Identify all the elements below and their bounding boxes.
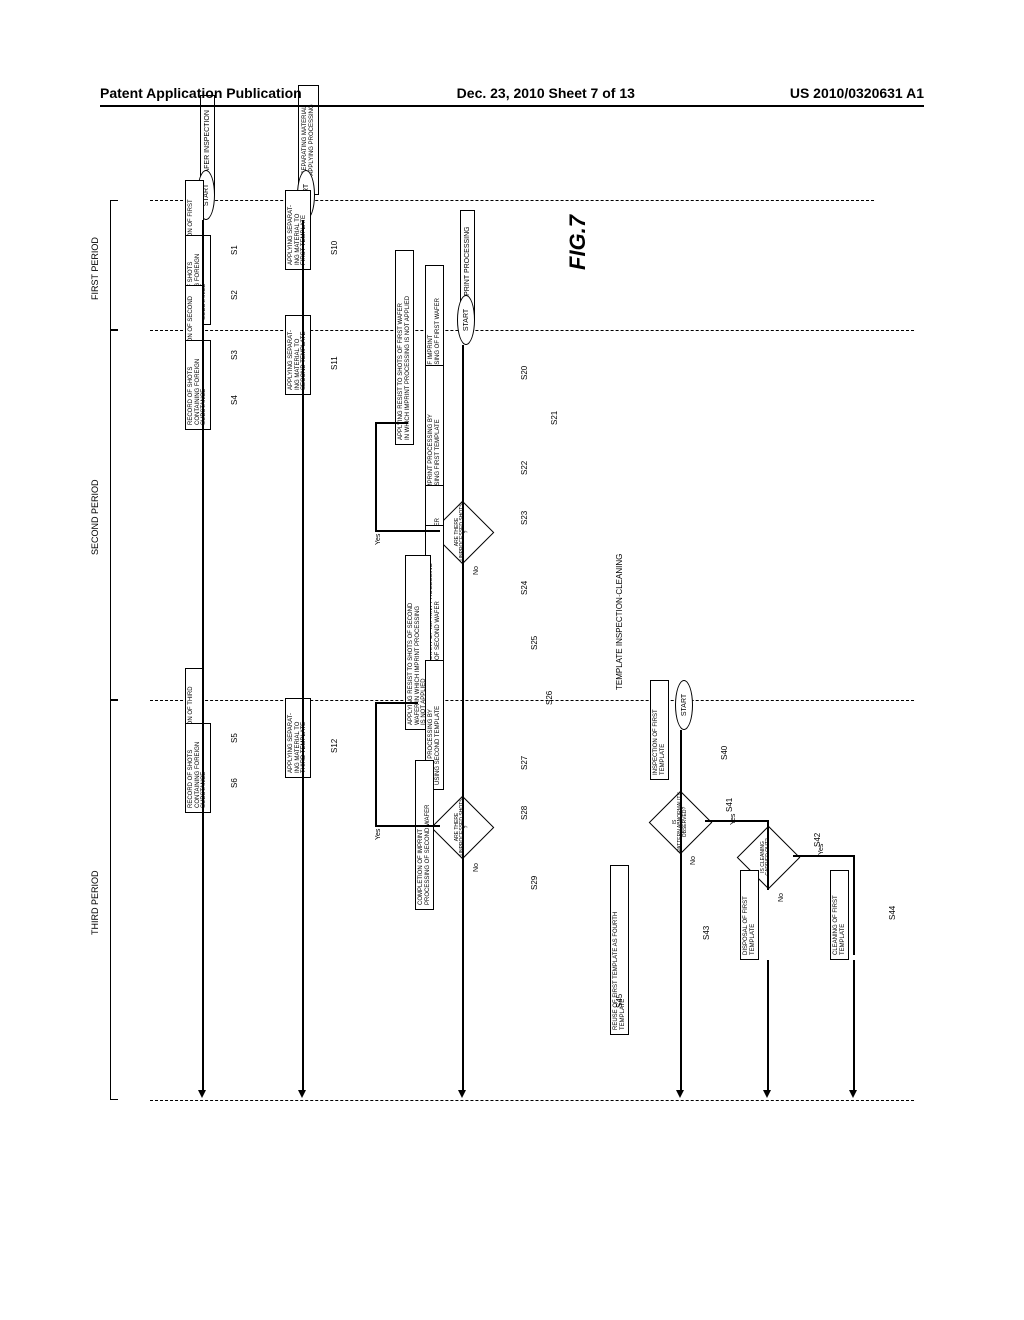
label-s12: S12 (330, 739, 339, 753)
box-s21: APPLYING RESIST TO SHOTS OF FIRST WAFERI… (395, 250, 414, 445)
loop-s23-h (375, 530, 440, 532)
s23-no: No (473, 566, 480, 575)
bracket-p3 (110, 700, 118, 1100)
label-s25: S25 (530, 636, 539, 650)
line-s41-s42 (705, 820, 767, 822)
arrow-col4-end (676, 1090, 684, 1098)
label-s3: S3 (230, 350, 239, 360)
arrow-col1-end (198, 1090, 206, 1098)
label-s6: S6 (230, 778, 239, 788)
figure-title: FIG.7 (565, 215, 591, 270)
box-s6: RECORD OF SHOTSCONTAINING FOREIGNSUBSTAN… (185, 723, 211, 813)
s28-yes: Yes (375, 829, 382, 840)
loop-s28-v (375, 702, 377, 827)
label-s4: S4 (230, 395, 239, 405)
label-s10: S10 (330, 241, 339, 255)
label-s26: S26 (545, 691, 554, 705)
dash-1 (150, 330, 914, 331)
arrow-col2-end (298, 1090, 306, 1098)
line-s42-s44h (793, 855, 853, 857)
period-2: SECOND PERIOD (90, 479, 100, 555)
label-s40: S40 (720, 746, 729, 760)
label-s45: S45 (615, 994, 624, 1008)
line-col4-main (680, 730, 682, 1090)
line-s43-down (767, 960, 769, 1090)
label-s28: S28 (520, 806, 529, 820)
line-s42-s44v (853, 855, 855, 955)
start-template: START (675, 680, 693, 730)
header-center: Dec. 23, 2010 Sheet 7 of 13 (457, 85, 635, 101)
box-s4: RECORD OF SHOTSCONTAINING FOREIGNSUBSTAN… (185, 340, 211, 430)
loop-s28-h (375, 825, 440, 827)
line-col3 (462, 345, 464, 1090)
loop-s23-h2 (375, 422, 408, 424)
label-s24: S24 (520, 581, 529, 595)
s42-no: No (778, 893, 785, 902)
line-col1 (202, 220, 204, 1090)
box-s29: COMPLETION OF IMPRINTPROCESSING OF SECON… (415, 760, 434, 910)
line-s42-down (767, 820, 769, 890)
label-s44: S44 (888, 906, 897, 920)
s28-no: No (473, 863, 480, 872)
loop-s23-v (375, 422, 377, 532)
label-s23: S23 (520, 511, 529, 525)
label-s27: S27 (520, 756, 529, 770)
label-s21: S21 (550, 411, 559, 425)
label-s1: S1 (230, 245, 239, 255)
arrow-s44-end (849, 1090, 857, 1098)
s41-no: No (690, 856, 697, 865)
box-s43: DISPOSAL OF FIRSTTEMPLATE (740, 870, 759, 960)
label-s11: S11 (330, 356, 339, 370)
label-s29: S29 (530, 876, 539, 890)
box-s40: INSPECTION OF FIRSTTEMPLATE (650, 680, 669, 780)
box-s45: REUSE OF FIRST TEMPLATE AS FOURTHTEMPLAT… (610, 865, 629, 1035)
box-s22: IMPRINT PROCESSING BYUSING FIRST TEMPLAT… (425, 365, 444, 495)
dash-bottom (150, 1100, 914, 1101)
bracket-p2 (110, 330, 118, 700)
line-col2 (302, 220, 304, 1090)
col-template: TEMPLATE INSPECTION·CLEANING (615, 554, 624, 690)
bracket-p1 (110, 200, 118, 330)
figure-7: FIG.7 FIRST PERIOD SECOND PERIOD THIRD P… (150, 200, 874, 1100)
dash-2 (150, 700, 914, 701)
box-s12: APPLYING SEPARAT-ING MATERIAL TOTHIRD TE… (285, 698, 311, 778)
period-3: THIRD PERIOD (90, 870, 100, 935)
header-right: US 2010/0320631 A1 (790, 85, 924, 101)
dash-top (150, 200, 874, 201)
box-s11: APPLYING SEPARAT-ING MATERIAL TOSECOND T… (285, 315, 311, 395)
box-s10: APPLYING SEPARAT-ING MATERIAL TOFIRST TE… (285, 190, 311, 270)
arrow-s43-end (763, 1090, 771, 1098)
s42-yes: Yes (818, 844, 825, 855)
arrow-col3-end (458, 1090, 466, 1098)
line-s44-down (853, 960, 855, 1090)
label-s43: S43 (702, 926, 711, 940)
start-imprint: START (457, 295, 475, 345)
header-rule (100, 105, 924, 107)
label-s22: S22 (520, 461, 529, 475)
label-s41: S41 (725, 798, 734, 812)
box-s44: CLEANING OF FIRSTTEMPLATE (830, 870, 849, 960)
s23-yes: Yes (375, 534, 382, 545)
period-1: FIRST PERIOD (90, 237, 100, 300)
label-s2: S2 (230, 290, 239, 300)
label-s5: S5 (230, 733, 239, 743)
loop-s28-h2 (375, 702, 418, 704)
label-s20: S20 (520, 366, 529, 380)
